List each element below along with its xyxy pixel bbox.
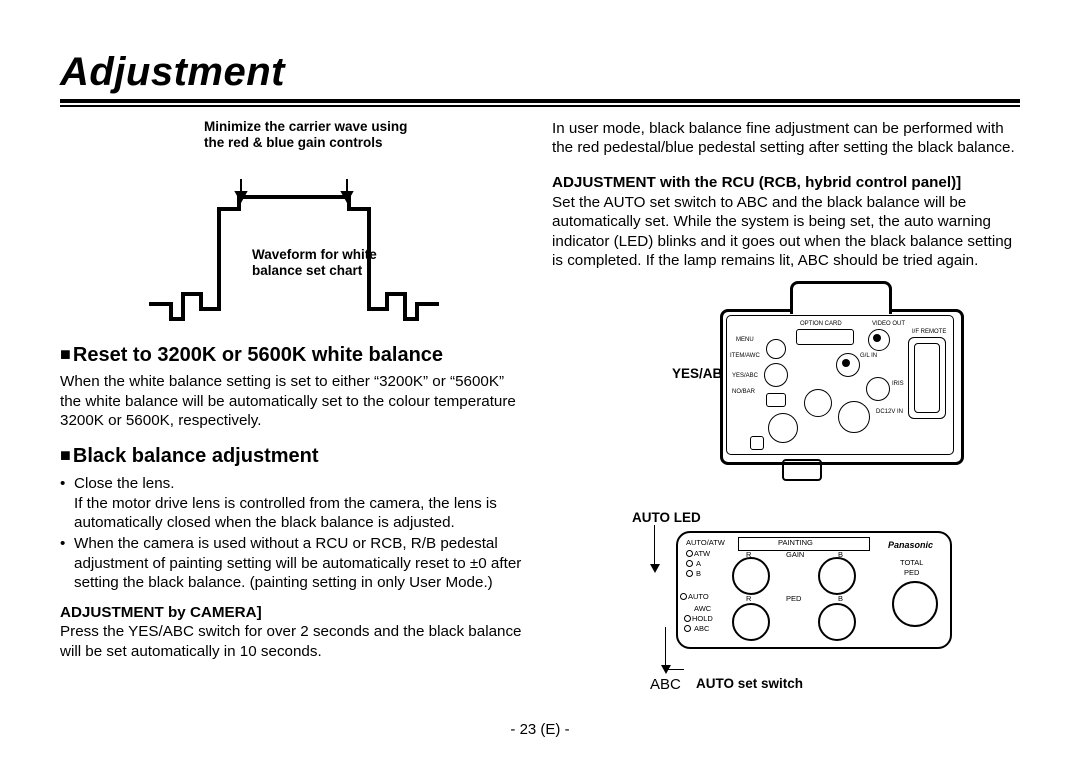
adj-rcu-para: Set the AUTO set switch to ABC and the b… [552, 193, 1020, 271]
adj-rcu-heading: ADJUSTMENT with the RCU (RCB, hybrid con… [552, 173, 1020, 192]
bullet-close-lens: • Close the lens. If the motor drive len… [60, 474, 528, 532]
bullet-icon: • [60, 534, 74, 553]
rcu-label-ped: PED [786, 595, 801, 603]
rcu-label-atw: ATW [694, 550, 710, 558]
rcu-label-total: TOTAL [900, 559, 923, 567]
page-footer: - 23 (E) - [0, 721, 1080, 738]
adj-by-camera-para: Press the YES/ABC switch for over 2 seco… [60, 622, 528, 661]
para-user-mode: In user mode, black balance fine adjustm… [552, 119, 1020, 158]
bullet-icon: • [60, 474, 74, 493]
rcu-label-awc: AWC [694, 605, 711, 613]
arrow-down-icon [650, 564, 660, 574]
cam-label-menu: MENU [736, 337, 754, 343]
brand-label: Panasonic [888, 541, 933, 551]
cam-label-option: OPTION CARD [800, 321, 842, 327]
heading-black-balance-text: Black balance adjustment [73, 445, 319, 467]
rcu-label-b: B [696, 570, 701, 578]
waveform-svg [139, 159, 449, 329]
rule-thick [60, 99, 1020, 103]
cam-label-ifremote: I/F REMOTE [912, 329, 946, 335]
cam-label-itemawc: ITEM/AWC [730, 353, 760, 359]
rcu-label-a: A [696, 560, 701, 568]
rcu-label-hold: HOLD [692, 615, 713, 623]
cam-label-glin: G/L IN [860, 353, 877, 359]
rule-thin [60, 105, 1020, 107]
page-title: Adjustment [60, 50, 1020, 95]
bullet-pedestal: • When the camera is used without a RCU … [60, 534, 528, 592]
rcu-label-autoatw: AUTO/ATW [686, 539, 725, 547]
cam-label-nobar: NO/BAR [732, 389, 755, 395]
rcu-panel-diagram: AUTO LED AUTO/ATW ATW A B AUTO AWC HOLD [632, 509, 992, 699]
camera-back-diagram: YES/ABC switch MENU ITEM/AWC YES/ABC NO/… [672, 281, 992, 491]
heading-reset-wb-text: Reset to 3200K or 5600K white balance [73, 344, 443, 366]
rcu-label-gain: GAIN [786, 551, 804, 559]
waveform-inner-caption: Waveform for white balance set chart [252, 247, 377, 281]
rcu-label-painting: PAINTING [778, 539, 813, 547]
rcu-label-abc: ABC [694, 625, 709, 633]
abc-label: ABC [650, 675, 681, 694]
waveform-top-caption: Minimize the carrier wave using the red … [204, 119, 407, 153]
bullet-close-lens-text: Close the lens. [74, 475, 174, 492]
rcu-label-auto: AUTO [688, 593, 709, 601]
heading-black-balance: ■Black balance adjustment [60, 444, 528, 470]
cam-label-vout: VIDEO OUT [872, 321, 905, 327]
bullet-pedestal-text: When the camera is used without a RCU or… [74, 534, 528, 592]
cam-label-dc12v: DC12V IN [876, 409, 903, 415]
para-reset-wb: When the white balance setting is set to… [60, 372, 528, 430]
left-column: Minimize the carrier wave using the red … [60, 119, 528, 699]
rcu-label-b-ped: B [838, 595, 843, 603]
auto-led-label: AUTO LED [632, 509, 701, 526]
right-column: In user mode, black balance fine adjustm… [552, 119, 1020, 699]
heading-reset-wb: ■Reset to 3200K or 5600K white balance [60, 343, 528, 369]
adj-by-camera-heading: ADJUSTMENT by CAMERA] [60, 603, 528, 622]
arrow-down-icon [661, 665, 671, 675]
waveform-figure: Minimize the carrier wave using the red … [104, 119, 484, 329]
rcu-label-r-ped: R [746, 595, 751, 603]
cam-label-yesabc: YES/ABC [732, 373, 758, 379]
rcu-label-total-ped: PED [904, 569, 919, 577]
bullet-close-lens-cont: If the motor drive lens is controlled fr… [74, 495, 497, 531]
cam-label-iris: IRIS [892, 381, 904, 387]
auto-set-switch-label: AUTO set switch [696, 675, 803, 692]
